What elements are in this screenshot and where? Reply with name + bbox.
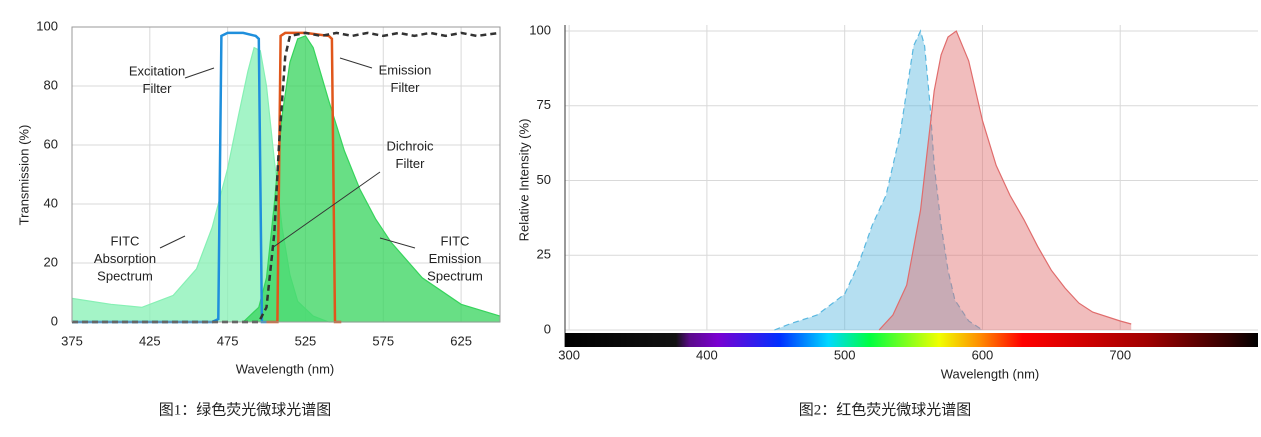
annotation: Dichroic (387, 138, 434, 153)
annotation: Emission (379, 62, 432, 77)
x-tick-label: 625 (450, 333, 472, 348)
annotation: Spectrum (427, 268, 483, 283)
x-tick-label: 500 (834, 347, 856, 362)
x-tick-label: 575 (372, 333, 394, 348)
area (243, 35, 500, 323)
x-tick-label: 475 (217, 333, 239, 348)
line (72, 31, 267, 324)
annotation: Filter (391, 80, 421, 95)
y-tick-label: 50 (537, 172, 551, 187)
annotation-pointer (379, 237, 416, 249)
x-tick-label: 400 (696, 347, 718, 362)
area (774, 31, 983, 330)
x-tick-label: 600 (972, 347, 994, 362)
line (72, 31, 501, 324)
y-tick-label: 100 (529, 22, 551, 37)
annotation: Excitation (129, 63, 185, 78)
annotation: Spectrum (97, 268, 153, 283)
annotation: Filter (396, 156, 426, 171)
line (242, 35, 501, 323)
y-tick-label: 20 (44, 254, 58, 269)
annotation: FITC (111, 233, 140, 248)
annotation-pointer (339, 57, 373, 69)
chart: 0 25 50 75 100 300 400 500 600 700 Wavelength (nm)… (516, 22, 1258, 418)
chart: 0 20 40 60 80 100 375 425 475 525 575 625 Wavelength… (16, 18, 501, 418)
annotation: Filter (143, 81, 173, 96)
x-axis-label: Wavelength (nm) (941, 366, 1040, 381)
x-tick-label: 700 (1109, 347, 1131, 362)
y-tick-label: 75 (537, 97, 551, 112)
x-axis-label: Wavelength (nm) (236, 361, 335, 376)
y-tick-label: 100 (36, 18, 58, 33)
annotation: FITC (441, 233, 470, 248)
x-tick-label: 375 (61, 333, 83, 348)
y-tick-label: 25 (537, 247, 551, 262)
y-axis-label: Relative Intensity (%) (516, 119, 531, 242)
annotation-pointer (184, 67, 215, 79)
annotation: Absorption (94, 251, 156, 266)
y-tick-label: 40 (44, 195, 58, 210)
plot-frame (71, 26, 501, 323)
y-axis-label: Transmission (%) (16, 125, 31, 226)
annotation-pointer (159, 235, 186, 249)
y-tick-label: 0 (51, 313, 58, 328)
x-tick-label: 525 (295, 333, 317, 348)
y-tick-label: 0 (544, 321, 551, 336)
annotation-pointer (271, 171, 381, 249)
x-tick-label: 425 (139, 333, 161, 348)
annotation: Emission (429, 251, 482, 266)
caption: 图2：红色荧光微球光谱图 (799, 401, 972, 418)
y-tick-label: 60 (44, 136, 58, 151)
x-tick-label: 300 (558, 347, 580, 362)
y-tick-label: 80 (44, 77, 58, 92)
caption: 图1：绿色荧光微球光谱图 (159, 401, 332, 418)
line (878, 30, 1132, 331)
spectrum-bar (565, 333, 1258, 347)
area (879, 31, 1132, 330)
